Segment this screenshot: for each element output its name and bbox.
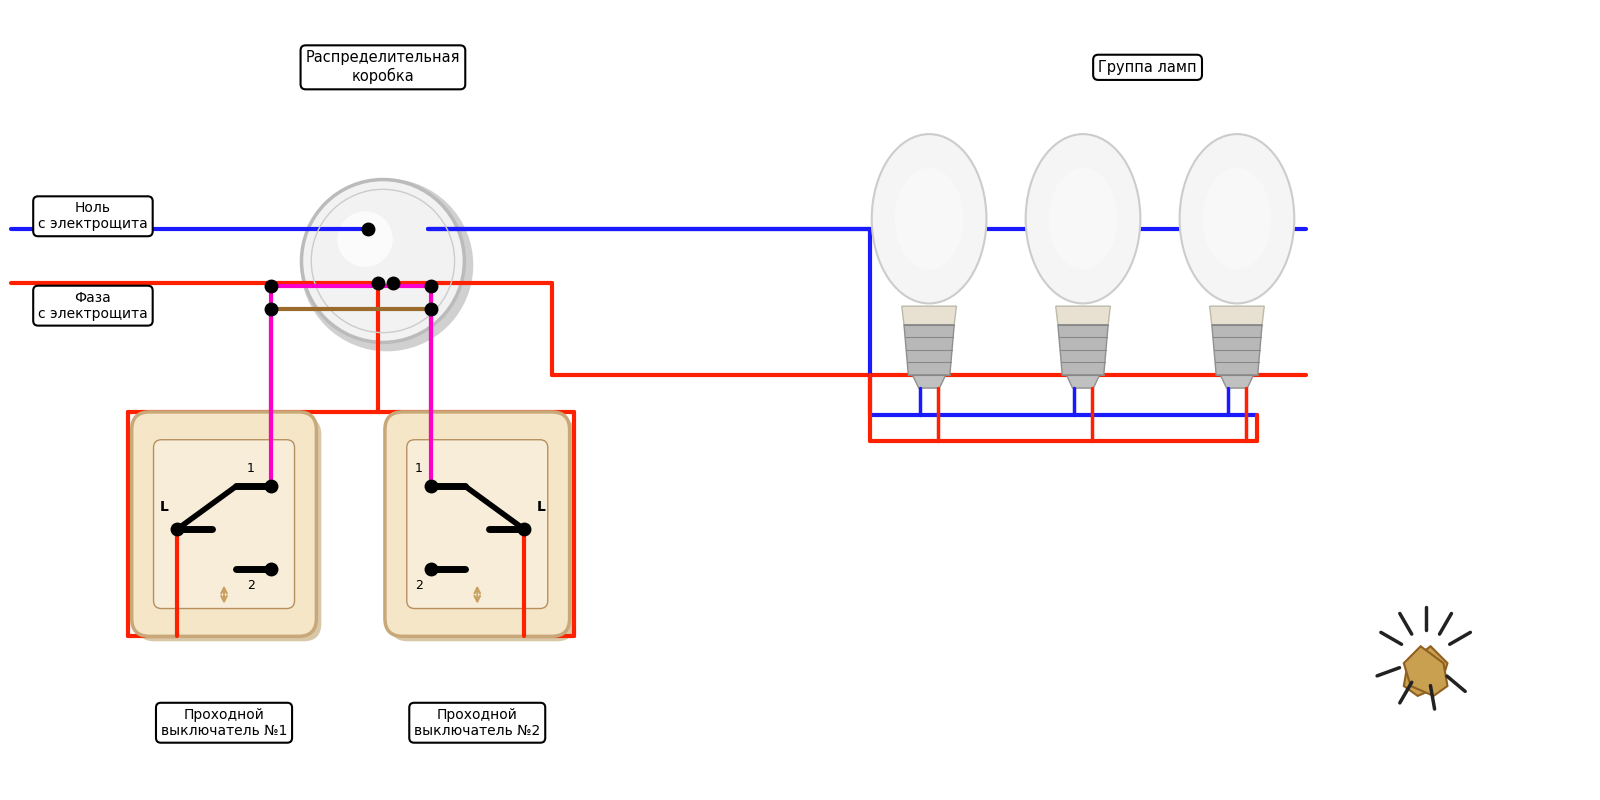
- Text: 1: 1: [414, 462, 422, 475]
- Circle shape: [301, 179, 464, 342]
- Polygon shape: [1058, 325, 1109, 375]
- Text: Проходной
выключатель №2: Проходной выключатель №2: [414, 708, 541, 738]
- Text: Фаза
с электрощита: Фаза с электрощита: [38, 290, 147, 321]
- Ellipse shape: [1203, 168, 1272, 270]
- Polygon shape: [902, 306, 957, 325]
- Circle shape: [301, 178, 474, 351]
- FancyBboxPatch shape: [131, 412, 317, 636]
- Ellipse shape: [1026, 134, 1141, 303]
- Ellipse shape: [1189, 147, 1286, 290]
- Ellipse shape: [1034, 147, 1131, 290]
- Polygon shape: [904, 325, 954, 375]
- Ellipse shape: [880, 147, 978, 290]
- Text: L: L: [160, 500, 168, 514]
- Polygon shape: [1221, 375, 1253, 388]
- Circle shape: [338, 211, 394, 267]
- Text: Проходной
выключатель №1: Проходной выключатель №1: [162, 708, 288, 738]
- FancyBboxPatch shape: [390, 417, 574, 642]
- Polygon shape: [912, 375, 946, 388]
- Text: 2: 2: [414, 578, 422, 592]
- FancyBboxPatch shape: [406, 440, 547, 609]
- Polygon shape: [1403, 646, 1448, 696]
- FancyBboxPatch shape: [386, 412, 570, 636]
- Text: 1: 1: [246, 462, 254, 475]
- Ellipse shape: [1179, 134, 1294, 303]
- Polygon shape: [1403, 646, 1448, 696]
- Text: L: L: [538, 500, 546, 514]
- FancyBboxPatch shape: [154, 440, 294, 609]
- Ellipse shape: [894, 168, 963, 270]
- Text: Ноль
с электрощита: Ноль с электрощита: [38, 201, 147, 231]
- Ellipse shape: [872, 134, 987, 303]
- Text: Распределительная
коробка: Распределительная коробка: [306, 50, 461, 84]
- Text: Группа ламп: Группа ламп: [1098, 60, 1197, 75]
- Polygon shape: [1056, 306, 1110, 325]
- Text: 2: 2: [246, 578, 254, 592]
- Polygon shape: [1067, 375, 1099, 388]
- Ellipse shape: [1048, 168, 1117, 270]
- Polygon shape: [1211, 325, 1262, 375]
- FancyBboxPatch shape: [136, 417, 322, 642]
- Polygon shape: [1210, 306, 1264, 325]
